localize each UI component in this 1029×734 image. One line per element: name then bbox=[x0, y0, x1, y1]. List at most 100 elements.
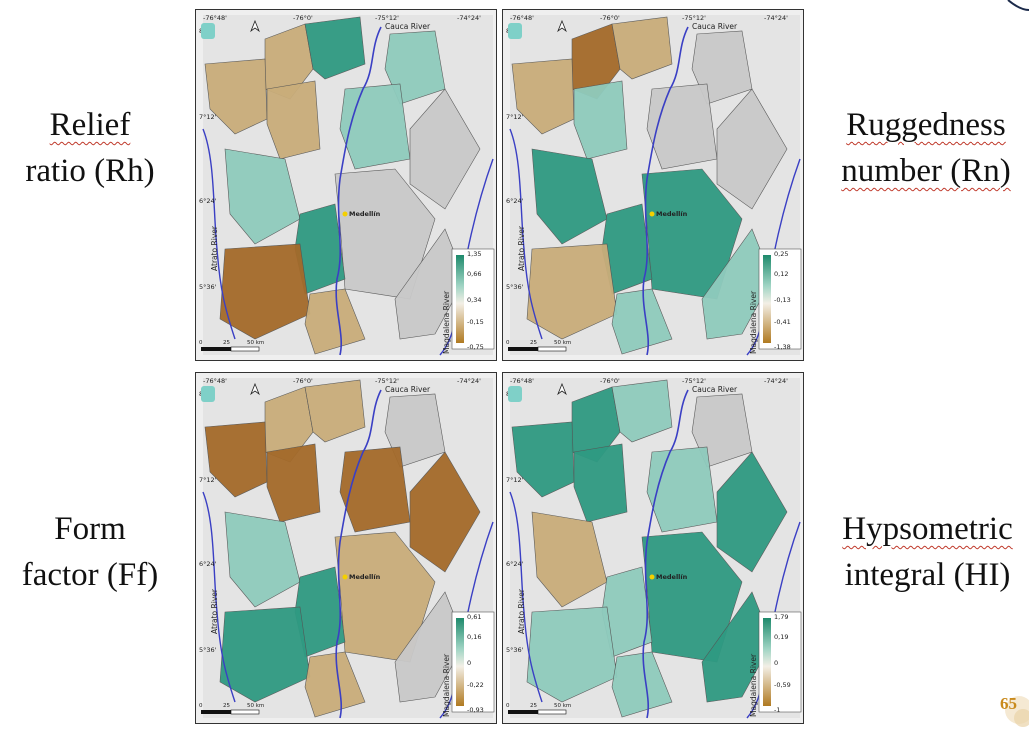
city-label: Medellín bbox=[349, 573, 381, 581]
longitude-label: -74°24' bbox=[764, 377, 788, 385]
map-form-factor: Medellín-76°48'-76°0'-75°12'-74°24'8°0'7… bbox=[195, 372, 497, 724]
atrato-river-label: Atrato River bbox=[210, 588, 219, 634]
inset-map-icon bbox=[201, 386, 215, 402]
label-line-1: Hypsometric bbox=[842, 511, 1013, 547]
cauca-river-label: Cauca River bbox=[385, 22, 431, 31]
longitude-label: -75°12' bbox=[375, 377, 399, 385]
scale-label: 50 km bbox=[247, 703, 264, 709]
basin-polygon bbox=[266, 443, 321, 523]
cauca-river-label: Cauca River bbox=[692, 385, 738, 394]
legend-value: 0,25 bbox=[774, 250, 788, 258]
map-relief-ratio: Medellín-76°48'-76°0'-75°12'-74°24'8°0'7… bbox=[195, 9, 497, 361]
basin-polygon bbox=[224, 148, 301, 245]
scale-label: 25 bbox=[223, 340, 230, 346]
legend-value: 0,12 bbox=[774, 270, 788, 278]
basin-polygon bbox=[716, 88, 788, 210]
ornament-icon bbox=[1005, 696, 1029, 727]
latitude-label: 7°12' bbox=[506, 113, 524, 121]
longitude-label: -76°48' bbox=[203, 377, 227, 385]
magdalena-river-label: Magdalena River bbox=[442, 290, 451, 354]
longitude-label: -74°24' bbox=[457, 377, 481, 385]
map-svg: Medellín-76°48'-76°0'-75°12'-74°24'8°0'7… bbox=[502, 9, 804, 361]
magdalena-river-label: Magdalena River bbox=[749, 290, 758, 354]
legend-value: 0,34 bbox=[467, 296, 481, 304]
basin-polygon bbox=[219, 243, 311, 340]
legend-value: -0,93 bbox=[467, 706, 484, 714]
longitude-label: -75°12' bbox=[375, 14, 399, 22]
longitude-label: -76°0' bbox=[293, 14, 313, 22]
label-line-2: integral (HI) bbox=[844, 557, 1011, 593]
scale-bar bbox=[201, 347, 231, 351]
slide-corner-decoration bbox=[1007, 0, 1029, 11]
latitude-label: 5°36' bbox=[506, 283, 524, 291]
legend-value: -1 bbox=[774, 706, 780, 714]
legend-value: -0,41 bbox=[774, 318, 791, 326]
legend-value: -0,13 bbox=[774, 296, 791, 304]
basin-polygon bbox=[526, 243, 618, 340]
legend-value: 1,79 bbox=[774, 613, 788, 621]
north-arrow-icon bbox=[250, 382, 260, 396]
longitude-label: -76°48' bbox=[510, 377, 534, 385]
scale-bar-segment bbox=[230, 709, 260, 715]
scale-label: 25 bbox=[530, 340, 537, 346]
legend-value: -0,75 bbox=[467, 343, 484, 351]
basin-polygon bbox=[219, 606, 311, 703]
cauca-river bbox=[642, 26, 689, 356]
legend-colorbar bbox=[456, 255, 464, 343]
legend-value: 0 bbox=[467, 659, 471, 667]
basin-polygon bbox=[531, 511, 608, 608]
latitude-label: 5°36' bbox=[506, 646, 524, 654]
basin-polygon bbox=[266, 80, 321, 160]
label-ruggedness-number: Ruggedness number (Rn) bbox=[826, 102, 1026, 194]
north-arrow-icon bbox=[250, 19, 260, 33]
label-line-1: Relief bbox=[49, 107, 131, 143]
basin-polygon bbox=[409, 88, 481, 210]
longitude-label: -76°0' bbox=[600, 377, 620, 385]
map-svg: Medellín-76°48'-76°0'-75°12'-74°24'8°0'7… bbox=[502, 372, 804, 724]
longitude-label: -75°12' bbox=[682, 14, 706, 22]
latitude-label: 5°36' bbox=[199, 646, 217, 654]
longitude-label: -76°48' bbox=[510, 14, 534, 22]
basin-polygon bbox=[601, 203, 653, 295]
basin-polygon bbox=[611, 288, 673, 355]
longitude-label: -74°24' bbox=[457, 14, 481, 22]
map-svg: Medellín-76°48'-76°0'-75°12'-74°24'8°0'7… bbox=[195, 9, 497, 361]
north-arrow-icon bbox=[557, 382, 567, 396]
legend-value: 0,61 bbox=[467, 613, 481, 621]
basin-polygon bbox=[394, 228, 466, 340]
map-ruggedness-number: Medellín-76°48'-76°0'-75°12'-74°24'8°0'7… bbox=[502, 9, 804, 361]
basin-polygon bbox=[511, 421, 575, 498]
basin-polygon bbox=[601, 566, 653, 658]
legend-colorbar bbox=[763, 618, 771, 706]
atrato-river-label: Atrato River bbox=[517, 588, 526, 634]
legend-value: 0,19 bbox=[774, 633, 788, 641]
label-form-factor: Form factor (Ff) bbox=[14, 506, 166, 598]
basin-polygon bbox=[611, 651, 673, 718]
basin-polygon bbox=[573, 80, 628, 160]
basin-polygon bbox=[511, 58, 575, 135]
latitude-label: 6°24' bbox=[506, 197, 524, 205]
label-line-2: factor (Ff) bbox=[21, 557, 159, 593]
basin-polygon bbox=[224, 511, 301, 608]
label-hypsometric-integral: Hypsometric integral (HI) bbox=[826, 506, 1029, 598]
scale-label: 0 bbox=[506, 340, 510, 346]
legend-value: -0,22 bbox=[467, 681, 484, 689]
map-hypsometric-integral: Medellín-76°48'-76°0'-75°12'-74°24'8°0'7… bbox=[502, 372, 804, 724]
basin-polygon bbox=[409, 451, 481, 573]
legend-value: -0,15 bbox=[467, 318, 484, 326]
basin-polygon bbox=[304, 288, 366, 355]
atrato-river bbox=[202, 491, 236, 703]
atrato-river-label: Atrato River bbox=[210, 225, 219, 271]
cauca-river-label: Cauca River bbox=[385, 385, 431, 394]
latitude-label: 7°12' bbox=[506, 476, 524, 484]
basin-polygon bbox=[611, 16, 673, 80]
legend-value: 0 bbox=[774, 659, 778, 667]
scale-label: 0 bbox=[199, 703, 203, 709]
latitude-label: 6°24' bbox=[199, 560, 217, 568]
medellin-marker bbox=[649, 211, 655, 217]
legend-colorbar bbox=[763, 255, 771, 343]
basin-polygon bbox=[716, 451, 788, 573]
label-line-2: number (Rn) bbox=[841, 153, 1011, 189]
inset-map-icon bbox=[201, 23, 215, 39]
scale-bar bbox=[508, 710, 538, 714]
